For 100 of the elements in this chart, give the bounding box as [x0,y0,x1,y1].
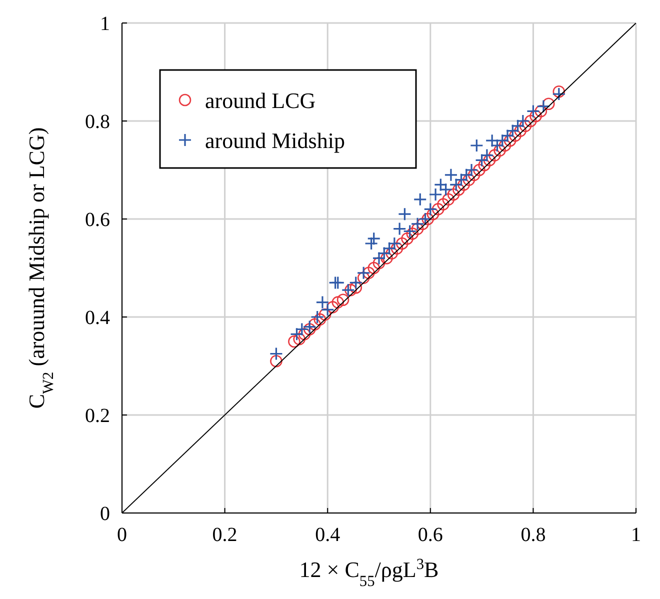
point [413,192,427,206]
point [382,242,396,256]
y-tick-label: 0.6 [85,209,110,231]
x-tick-label: 0.2 [212,524,238,546]
point [480,148,494,162]
point [524,114,537,128]
point [500,128,514,142]
point [349,276,363,290]
point [442,193,455,206]
point [392,222,406,236]
point [458,178,470,191]
point [362,266,375,280]
point [426,208,440,220]
point [269,346,283,361]
legend-label: around Midship [205,128,345,153]
point [336,294,350,306]
point [498,139,512,152]
y-tick-label: 0.8 [85,111,110,133]
point [290,327,304,341]
point [488,149,501,162]
point [424,202,438,216]
point [530,110,542,122]
point [377,246,391,260]
point [422,212,434,226]
point [331,276,345,290]
x-tick-label: 0 [117,524,127,546]
point [536,100,550,114]
point [344,284,357,296]
point [496,134,510,148]
point [357,272,370,284]
point [452,183,465,196]
y-tick-label: 0.4 [85,307,110,329]
point [473,164,486,176]
x-axis-title: 12 × C$_{55}$/ρgL$^{3}$B [299,556,439,590]
legend-label: around LCG [205,88,316,113]
point [318,308,332,321]
point [386,247,398,260]
point [372,256,386,270]
point [418,212,432,226]
point [504,134,516,147]
point [293,332,306,346]
point [444,168,458,182]
point [506,124,520,138]
point [464,163,478,177]
point [310,310,324,324]
point [314,313,326,326]
point [388,236,402,250]
point [483,154,496,166]
point [534,105,548,118]
point [367,232,381,246]
x-tick-label: 0.6 [418,524,443,546]
point [406,228,419,240]
point [332,296,344,308]
point [398,207,412,221]
point [428,188,442,202]
point [302,320,316,334]
point [526,104,540,118]
point [478,158,491,172]
point [308,318,321,330]
point [288,335,300,348]
point [509,130,522,142]
point [475,153,489,167]
point [449,178,463,192]
point [295,322,309,336]
point [364,236,378,250]
y-tick-label: 0 [100,503,110,525]
point [341,283,355,297]
y-tick-label: 0.2 [85,405,110,427]
point [270,354,282,368]
point [390,242,404,255]
x-tick-label: 0.8 [520,524,546,546]
point [432,203,444,216]
point [372,251,386,265]
point [516,114,530,128]
point [510,119,525,133]
point [350,281,362,294]
point [356,266,370,280]
point [411,222,424,235]
point [410,217,424,231]
point [552,85,566,98]
point [401,232,414,245]
point [514,124,526,137]
point [326,301,339,314]
point [454,173,468,187]
point [552,87,566,101]
point [396,237,408,250]
point [303,323,316,336]
point [368,262,380,274]
point [437,198,450,210]
point [460,168,474,182]
point [298,328,311,340]
y-tick-label: 1 [100,13,110,35]
point [447,188,460,201]
x-tick-label: 1 [631,524,641,546]
point [542,98,555,110]
x-tick-label: 0.4 [315,524,340,546]
point [519,120,532,132]
point [470,138,484,152]
point [380,252,393,264]
point [403,224,417,238]
